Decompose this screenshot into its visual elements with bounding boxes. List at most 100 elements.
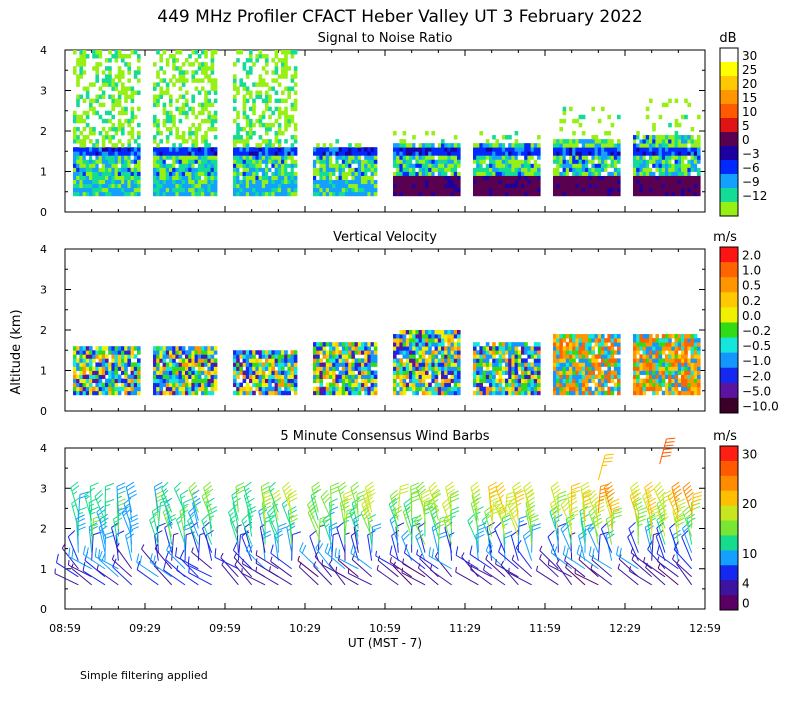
heatmap-cell (268, 350, 272, 354)
heatmap-cell (633, 375, 637, 379)
heatmap-cell (137, 66, 141, 70)
heatmap-cell (121, 107, 125, 111)
heatmap-cell (492, 167, 496, 171)
heatmap-cell (268, 167, 272, 171)
heatmap-cell (639, 192, 643, 196)
heatmap-cell (89, 155, 93, 159)
heatmap-cell (137, 192, 141, 196)
heatmap-cell (281, 362, 285, 366)
heatmap-cell (291, 362, 295, 366)
heatmap-cell (131, 151, 135, 155)
heatmap-cell (214, 78, 218, 82)
heatmap-cell (249, 91, 253, 95)
heatmap-cell (95, 387, 99, 391)
heatmap-cell (412, 383, 416, 387)
heatmap-cell (83, 70, 87, 74)
heatmap-cell (105, 66, 109, 70)
heatmap-cell (454, 180, 458, 184)
colorbar-swatch (720, 277, 738, 293)
heatmap-cell (73, 131, 77, 135)
heatmap-cell (575, 119, 579, 123)
heatmap-cell (118, 350, 122, 354)
heatmap-cell (316, 159, 320, 163)
colorbar-label: 4 (742, 577, 750, 591)
heatmap-cell (495, 143, 499, 147)
heatmap-cell (457, 346, 461, 350)
colorbar-label: −5.0 (742, 384, 771, 398)
heatmap-cell (406, 147, 410, 151)
heatmap-cell (508, 371, 512, 375)
heatmap-cell (284, 391, 288, 395)
heatmap-cell (156, 167, 160, 171)
heatmap-cell (553, 346, 557, 350)
heatmap-cell (326, 188, 330, 192)
heatmap-cell (601, 184, 605, 188)
heatmap-cell (428, 155, 432, 159)
heatmap-cell (403, 366, 407, 370)
heatmap-cell (588, 192, 592, 196)
heatmap-cell (524, 375, 528, 379)
heatmap-cell (588, 366, 592, 370)
heatmap-cell (115, 99, 119, 103)
heatmap-cell (531, 366, 535, 370)
heatmap-cell (249, 180, 253, 184)
heatmap-cell (348, 366, 352, 370)
heatmap-cell (454, 172, 458, 176)
heatmap-cell (441, 338, 445, 342)
heatmap-cell (518, 147, 522, 151)
heatmap-cell (191, 62, 195, 66)
heatmap-cell (428, 366, 432, 370)
heatmap-cell (374, 188, 378, 192)
heatmap-cell (534, 188, 538, 192)
heatmap-cell (95, 383, 99, 387)
heatmap-cell (191, 358, 195, 362)
heatmap-cell (403, 330, 407, 334)
heatmap-cell (99, 387, 103, 391)
heatmap-cell (601, 387, 605, 391)
heatmap-cell (451, 176, 455, 180)
y-tick-label: 4 (40, 44, 47, 57)
heatmap-cell (697, 143, 701, 147)
heatmap-cell (636, 131, 640, 135)
heatmap-cell (284, 50, 288, 54)
heatmap-cell (137, 123, 141, 127)
heatmap-cell (294, 82, 298, 86)
heatmap-cell (284, 375, 288, 379)
colorbar: 2.01.00.50.20.0−0.2−0.5−1.0−2.0−5.0−10.0 (720, 247, 779, 414)
heatmap-cell (214, 127, 218, 131)
heatmap-cell (73, 119, 77, 123)
heatmap-cell (179, 111, 183, 115)
heatmap-cell (134, 188, 138, 192)
heatmap-cell (479, 147, 483, 151)
heatmap-cell (617, 387, 621, 391)
heatmap-cell (607, 346, 611, 350)
heatmap-cell (249, 366, 253, 370)
heatmap-cell (406, 143, 410, 147)
heatmap-cell (271, 371, 275, 375)
heatmap-cell (611, 167, 615, 171)
heatmap-cell (249, 354, 253, 358)
heatmap-cell (486, 387, 490, 391)
heatmap-cell (326, 176, 330, 180)
heatmap-cell (332, 180, 336, 184)
heatmap-cell (403, 188, 407, 192)
heatmap-cell (566, 383, 570, 387)
heatmap-cell (604, 379, 608, 383)
heatmap-cell (249, 135, 253, 139)
heatmap-cell (665, 159, 669, 163)
heatmap-cell (201, 159, 205, 163)
heatmap-cell (694, 172, 698, 176)
heatmap-cell (415, 188, 419, 192)
heatmap-cell (99, 383, 103, 387)
heatmap-cell (371, 167, 375, 171)
heatmap-cell (291, 188, 295, 192)
heatmap-cell (361, 362, 365, 366)
heatmap-cell (79, 172, 83, 176)
heatmap-cell (278, 379, 282, 383)
heatmap-cell (399, 379, 403, 383)
heatmap-cell (89, 172, 93, 176)
heatmap-cell (188, 176, 192, 180)
colorbar-label: 25 (742, 63, 757, 77)
heatmap-cell (652, 127, 656, 131)
heatmap-cell (419, 358, 423, 362)
